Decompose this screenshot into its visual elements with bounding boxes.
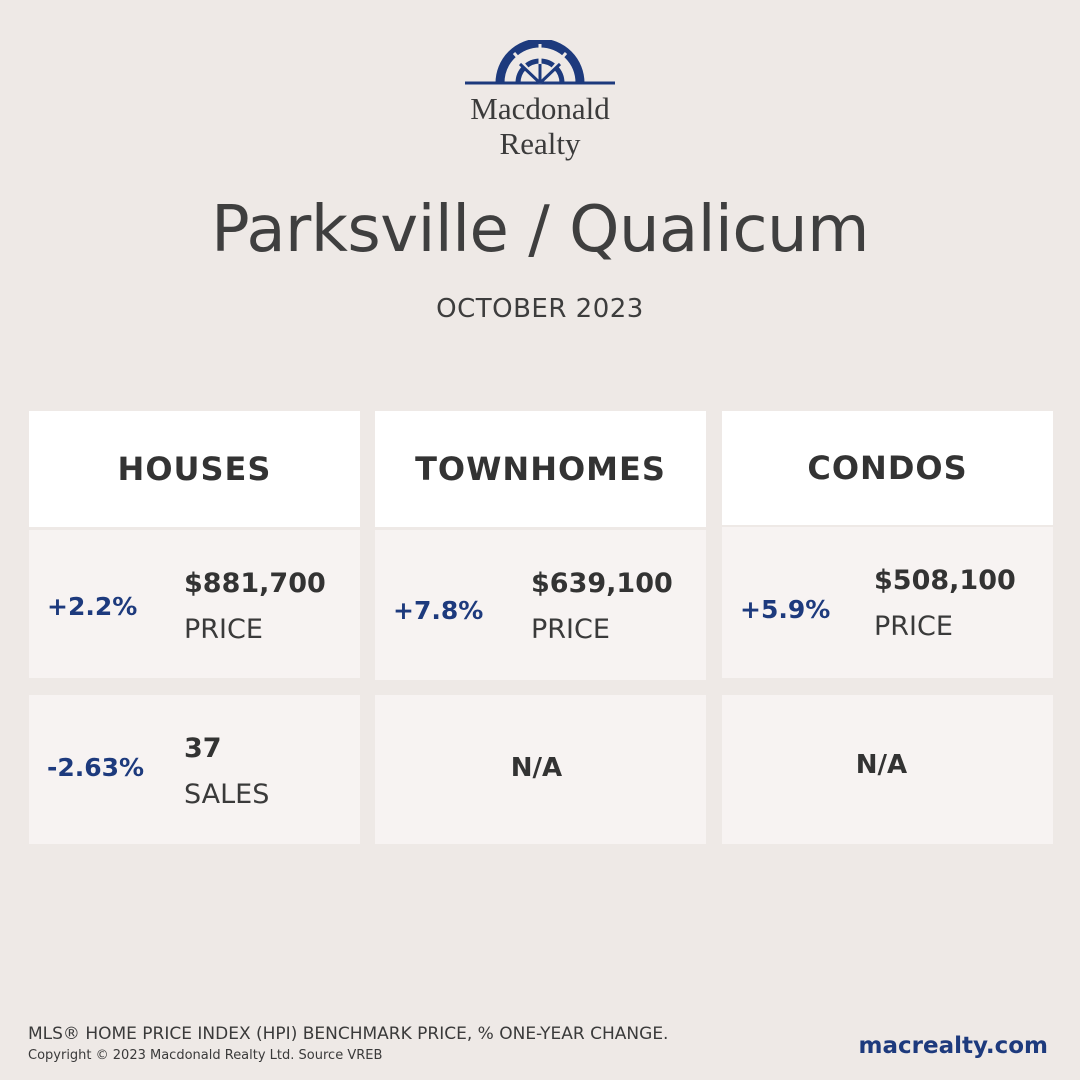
houses-price-change: +2.2% [47,592,138,621]
houses-header: HOUSES [29,411,360,527]
townhomes-sales-na: N/A [510,753,563,783]
condos-sales-na: N/A [855,750,908,780]
condos-price-value: $508,100 [874,565,1016,596]
townhomes-sales-card: N/A [375,695,706,844]
condos-price-card: +5.9% $508,100 PRICE [722,527,1053,678]
houses-price-card: +2.2% $881,700 PRICE [29,530,360,678]
page-subtitle: OCTOBER 2023 [436,294,644,324]
townhomes-price-card: +7.8% $639,100 PRICE [375,530,706,680]
brand-name-line2: Realty [499,126,581,161]
page-title: Parksville / Qualicum [211,193,869,267]
houses-sales-value: 37 [184,733,222,764]
townhomes-price-value: $639,100 [531,568,673,599]
condos-header: CONDOS [722,411,1053,525]
houses-price-value: $881,700 [184,568,326,599]
townhomes-price-change: +7.8% [393,596,484,625]
houses-sales-label: SALES [184,779,270,810]
houses-sales-card: -2.63% 37 SALES [29,695,360,844]
footer-copyright: Copyright © 2023 Macdonald Realty Ltd. S… [28,1048,383,1063]
houses-sales-change: -2.63% [47,753,145,782]
footer-note: MLS® HOME PRICE INDEX (HPI) BENCHMARK PR… [28,1024,669,1044]
townhomes-price-label: PRICE [531,614,610,645]
brand-name-line1: Macdonald [470,91,610,126]
condos-price-change: +5.9% [740,595,831,624]
sunrise-window-logo-icon [465,40,615,85]
condos-sales-card: N/A [722,695,1053,844]
brand-logo: Macdonald Realty [440,40,640,165]
condos-price-label: PRICE [874,611,953,642]
townhomes-header: TOWNHOMES [375,411,706,527]
houses-price-label: PRICE [184,614,263,645]
website-link[interactable]: macrealty.com [858,1033,1048,1059]
